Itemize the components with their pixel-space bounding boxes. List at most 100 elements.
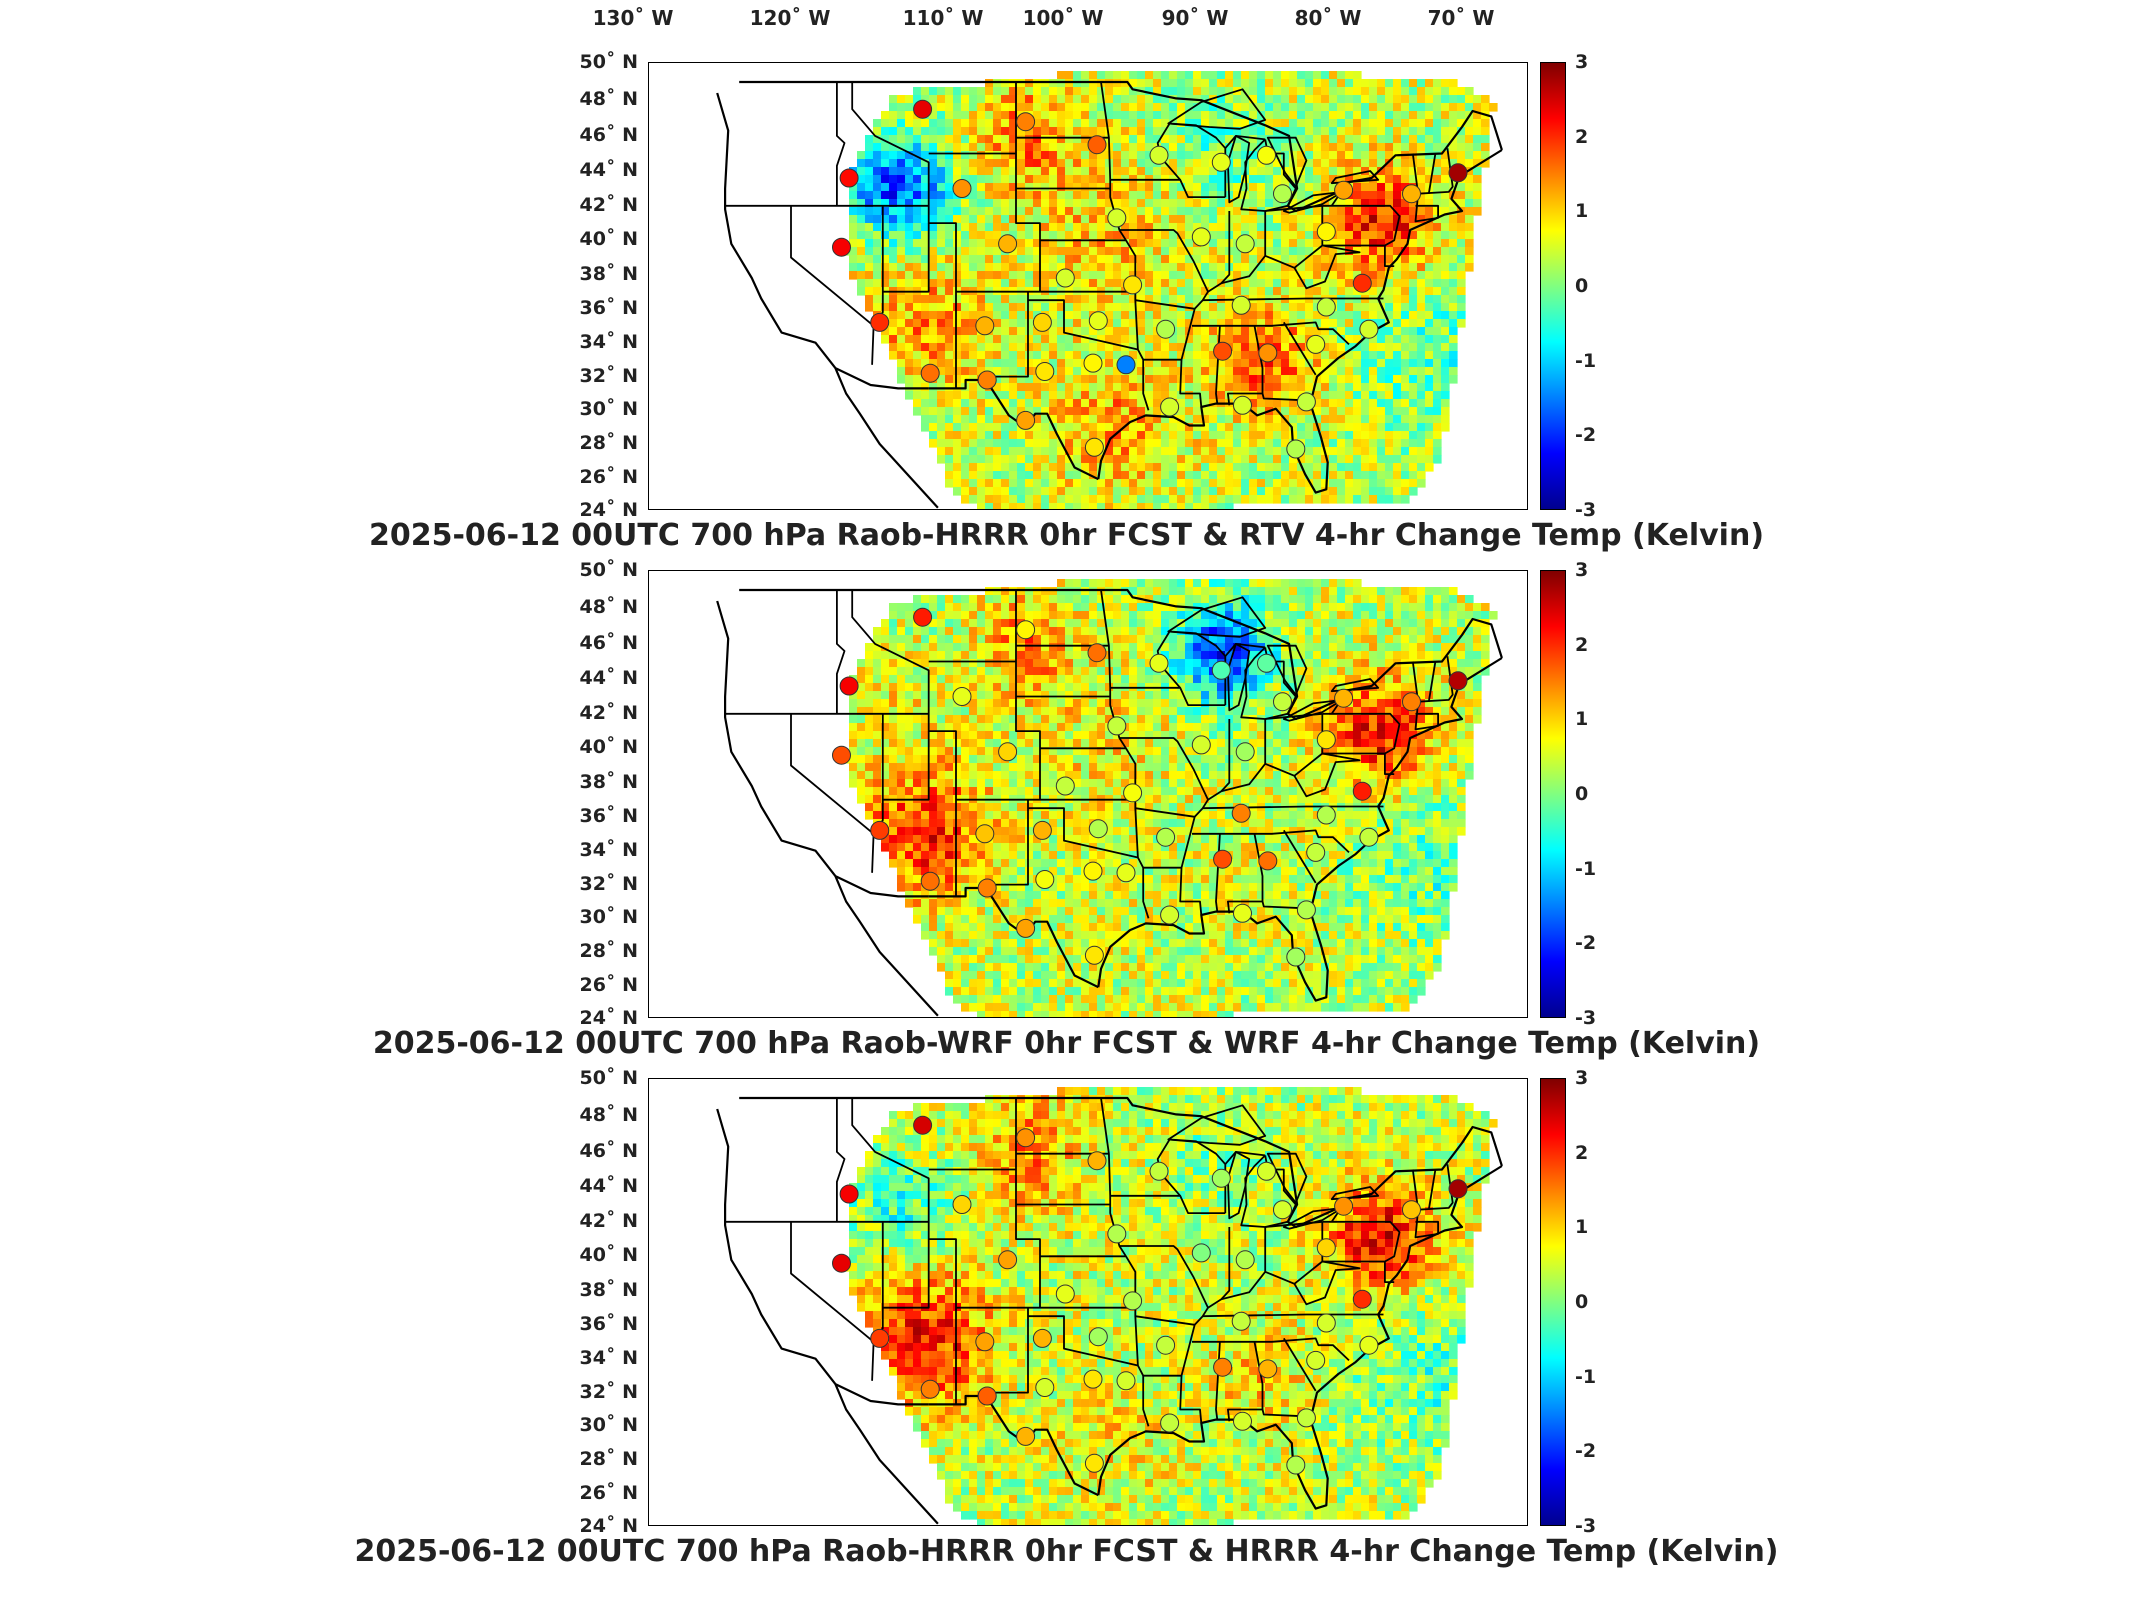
panel-title: 2025-06-12 00UTC 700 hPa Raob-HRRR 0hr F… bbox=[368, 518, 1765, 553]
longitude-axis: 130˚ W 120˚ W 110˚ W 100˚ W 90˚ W 80˚ W 70˚ W bbox=[0, 0, 2133, 40]
lat-tick-label: 46˚ N bbox=[579, 1139, 638, 1162]
station-marker bbox=[1032, 312, 1052, 332]
station-marker bbox=[1191, 735, 1211, 755]
station-marker bbox=[1235, 742, 1255, 762]
station-marker bbox=[1087, 643, 1107, 663]
panel-title: 2025-06-12 00UTC 700 hPa Raob-WRF 0hr FC… bbox=[372, 1026, 1761, 1061]
station-marker bbox=[1316, 805, 1336, 825]
station-marker bbox=[977, 1386, 997, 1406]
station-marker bbox=[1083, 861, 1103, 881]
colorbar bbox=[1540, 62, 1566, 510]
station-marker bbox=[913, 99, 933, 119]
station-marker bbox=[1316, 730, 1336, 750]
colorbar-tick-label: -3 bbox=[1575, 1515, 1597, 1537]
station-marker bbox=[1316, 222, 1336, 242]
station-marker bbox=[1296, 392, 1316, 412]
station-marker bbox=[1296, 900, 1316, 920]
lat-tick-label: 44˚ N bbox=[579, 159, 638, 182]
station-marker bbox=[1087, 135, 1107, 155]
station-marker bbox=[1016, 1426, 1036, 1446]
colorbar-tick-label: 0 bbox=[1575, 1291, 1589, 1313]
station-marker bbox=[1016, 1128, 1036, 1148]
map-frame bbox=[648, 1078, 1528, 1526]
station-marker bbox=[1359, 827, 1379, 847]
station-marker bbox=[1055, 268, 1075, 288]
lon-tick-label: 110˚ W bbox=[902, 6, 984, 30]
station-marker bbox=[1191, 1243, 1211, 1263]
station-marker bbox=[952, 179, 972, 198]
station-marker bbox=[1087, 1151, 1107, 1171]
lat-tick-label: 48˚ N bbox=[579, 596, 638, 619]
map-boundaries bbox=[716, 588, 1503, 1017]
station-marker bbox=[1233, 1411, 1252, 1431]
lat-tick-label: 26˚ N bbox=[579, 465, 638, 488]
station-marker bbox=[920, 871, 940, 891]
lat-tick-label: 50˚ N bbox=[579, 51, 638, 73]
lat-tick-label: 28˚ N bbox=[579, 939, 638, 962]
map-svg bbox=[716, 71, 1503, 509]
lat-tick-label: 34˚ N bbox=[579, 330, 638, 353]
station-marker bbox=[1211, 152, 1231, 172]
lat-tick-label: 24˚ N bbox=[579, 1515, 638, 1537]
colorbar-tick-label: -2 bbox=[1575, 424, 1597, 447]
colorbar-tick-label: 1 bbox=[1575, 708, 1589, 731]
station-marker bbox=[1055, 776, 1075, 796]
station-marker bbox=[1149, 1161, 1169, 1181]
lat-tick-label: 50˚ N bbox=[579, 559, 638, 581]
station-marker bbox=[1273, 184, 1292, 204]
lat-tick-label: 48˚ N bbox=[579, 1104, 638, 1127]
lat-tick-label: 30˚ N bbox=[579, 398, 638, 421]
lat-tick-label: 42˚ N bbox=[579, 1209, 638, 1232]
station-marker bbox=[1306, 842, 1326, 862]
panel-title: 2025-06-12 00UTC 700 hPa Raob-HRRR 0hr F… bbox=[354, 1534, 1779, 1569]
station-marker bbox=[1088, 311, 1108, 331]
lat-tick-label: 40˚ N bbox=[579, 736, 638, 759]
map-frame bbox=[648, 570, 1528, 1018]
station-marker bbox=[977, 878, 997, 898]
station-marker bbox=[975, 824, 995, 844]
map-frame bbox=[648, 62, 1528, 510]
lat-tick-label: 50˚ N bbox=[579, 1067, 638, 1089]
colorbar-tick-label: 1 bbox=[1575, 1216, 1589, 1239]
map-panel: 50˚ N 48˚ N 46˚ N 44˚ N 42˚ N 40˚ N 38˚ N 36˚ N… bbox=[0, 51, 2133, 580]
station-marker bbox=[952, 687, 972, 706]
station-marker bbox=[1352, 781, 1372, 801]
station-marker bbox=[1160, 905, 1180, 925]
station-marker bbox=[1084, 437, 1104, 457]
station-marker bbox=[832, 745, 851, 765]
station-marker bbox=[1149, 145, 1169, 165]
station-marker bbox=[1359, 319, 1379, 339]
lat-tick-label: 28˚ N bbox=[579, 431, 638, 454]
station-marker bbox=[1084, 945, 1104, 965]
lat-tick-label: 30˚ N bbox=[579, 1414, 638, 1437]
temperature-field bbox=[841, 1087, 1498, 1525]
station-marker bbox=[1035, 870, 1055, 889]
station-marker bbox=[1352, 1289, 1372, 1309]
lat-tick-label: 30˚ N bbox=[579, 906, 638, 929]
station-marker bbox=[839, 1184, 859, 1204]
station-marker bbox=[1448, 1179, 1468, 1199]
station-marker bbox=[1316, 1238, 1336, 1258]
station-marker bbox=[1107, 716, 1127, 736]
station-marker bbox=[1116, 863, 1136, 883]
lat-tick-label: 36˚ N bbox=[579, 804, 638, 827]
station-marker bbox=[1191, 227, 1211, 247]
colorbar-tick-label: -1 bbox=[1575, 1365, 1597, 1388]
map-svg bbox=[716, 1087, 1503, 1525]
lat-tick-label: 46˚ N bbox=[579, 123, 638, 146]
station-marker bbox=[1258, 343, 1278, 363]
station-marker bbox=[1160, 1413, 1180, 1433]
lat-tick-label: 26˚ N bbox=[579, 973, 638, 996]
station-marker bbox=[1088, 1327, 1108, 1347]
lon-tick-label: 130˚ W bbox=[592, 6, 674, 30]
station-marker bbox=[1032, 820, 1052, 840]
station-marker bbox=[1213, 1357, 1233, 1377]
station-marker bbox=[832, 237, 851, 257]
station-marker bbox=[1016, 410, 1036, 430]
station-marker bbox=[1286, 439, 1306, 459]
colorbar-tick-label: 2 bbox=[1575, 125, 1589, 148]
lat-tick-label: 44˚ N bbox=[579, 1175, 638, 1198]
station-marker bbox=[1231, 803, 1251, 823]
station-marker bbox=[1258, 851, 1278, 871]
station-marker bbox=[1123, 275, 1143, 295]
